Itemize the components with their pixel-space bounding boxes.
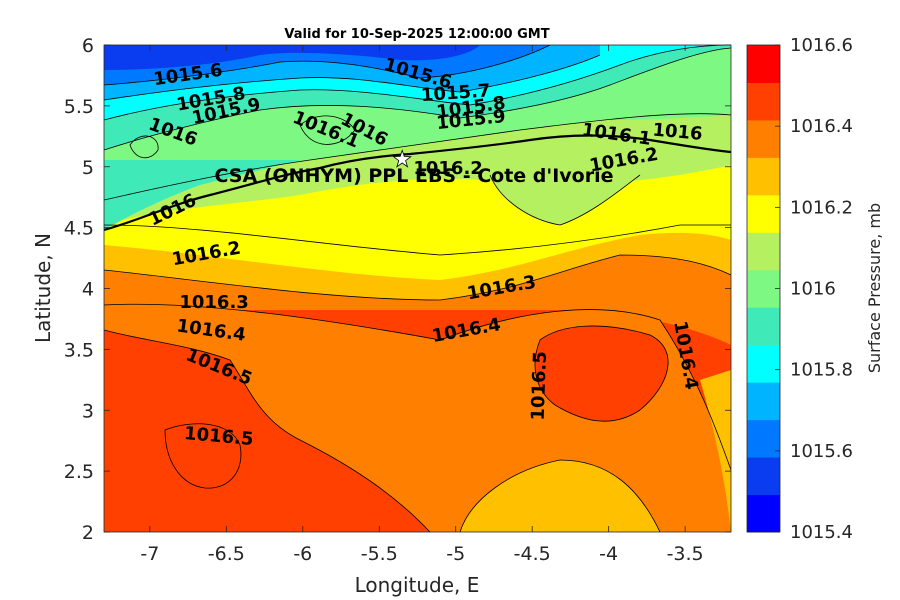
colorbar-tick-label: 1016 [790,279,836,300]
x-tick-label: -7 [140,543,159,565]
contour-label: 1016.2 [413,158,482,179]
colorbar-tick-label: 1016.6 [790,35,853,56]
colorbar-swatch [747,419,780,458]
colorbar-tick-label: 1015.6 [790,441,853,462]
colorbar-tick-label: 1016.2 [790,197,853,218]
contour-line [459,459,661,532]
x-tick-label: -5.5 [361,543,398,565]
y-tick-label: 2.5 [64,461,94,483]
contour-line [104,224,731,256]
colorbar-label: Surface Pressure, mb [865,203,884,373]
chart-title: Valid for 10-Sep-2025 12:00:00 GMT [284,27,549,42]
contour-line [104,45,551,86]
ticks-layer: -7 -6.5 -6 -5.5 -5 -4.5 -4 -3.5 2 2.5 3 3.5 4 4.5 5 5.5… [64,35,731,565]
colorbar-swatch [747,119,780,158]
band-1016-3-bottom [460,460,660,532]
band-1016-5-right [535,325,669,422]
coastline [104,134,731,232]
contour-line [104,254,731,301]
band-1016-1-patch [490,175,640,225]
colorbar-swatch [747,307,780,346]
colorbar-swatch [747,82,780,121]
x-tick-label: -4 [599,543,618,565]
colorbar-swatch [747,45,780,83]
contour-line [104,113,731,201]
band-1016-patch-left [300,115,355,145]
colorbar-swatch [747,232,780,271]
y-tick-label: 4 [82,279,94,301]
x-tick-label: -3.5 [667,543,704,565]
site-marker: CSA (ONHYM) PPL EBS - Cote d'Ivorie [214,149,614,187]
site-star-icon [392,149,412,168]
x-axis-label: Longitude, E [355,573,480,597]
band-1015-5 [104,45,480,70]
y-tick-label: 4.5 [64,218,94,240]
colorbar-swatch [747,494,780,533]
colorbar-swatch [747,269,780,308]
contour-line [489,174,641,226]
colorbar-swatch [747,157,780,196]
contour-fill [104,45,731,532]
contour-line [104,45,731,121]
x-tick-label: -6.5 [208,543,245,565]
colorbar-tick-label: 1016.4 [790,116,853,137]
contour-line [299,115,356,145]
colorbar-swatch [747,382,780,421]
contour-line [534,325,669,422]
x-tick-label: -6 [293,543,312,565]
contour-label: 1016.5 [528,351,551,421]
band-1016-patch-right [600,66,731,120]
y-tick-label: 6 [82,35,94,57]
contour-label: 1016.3 [179,292,248,313]
colorbar [747,45,780,533]
colorbar-tick-label: 1015.8 [790,360,853,381]
y-axis-label: Latitude, N [31,233,55,343]
band-1015-9-tail [104,160,300,230]
x-tick-label: -4.5 [514,543,551,565]
contour-label: 1015.7 [420,80,491,106]
contour-lines [104,45,731,532]
band-1016-3-right [700,370,731,532]
contour-line [164,423,242,489]
contour-line [104,47,731,151]
contour-line [104,329,431,532]
y-tick-label: 3.5 [64,339,94,361]
y-tick-label: 5 [82,157,94,179]
y-tick-label: 2 [82,522,94,544]
colorbar-ticks: 1015.4 1015.6 1015.8 1016 1016.2 1016.4 1016.6 [775,35,853,543]
contour-line [129,135,159,159]
x-tick-label: -5 [446,543,465,565]
y-tick-label: 3 [82,400,94,422]
contour-line [104,54,601,101]
site-label: CSA (ONHYM) PPL EBS - Cote d'Ivorie [214,165,613,187]
colorbar-swatch [747,344,780,383]
contour-line [104,303,731,471]
colorbar-swatch [747,457,780,496]
colorbar-tick-label: 1015.4 [790,522,853,543]
y-tick-label: 5.5 [64,96,94,118]
contour-label: 1016 [652,120,704,145]
colorbar-swatch [747,194,780,233]
